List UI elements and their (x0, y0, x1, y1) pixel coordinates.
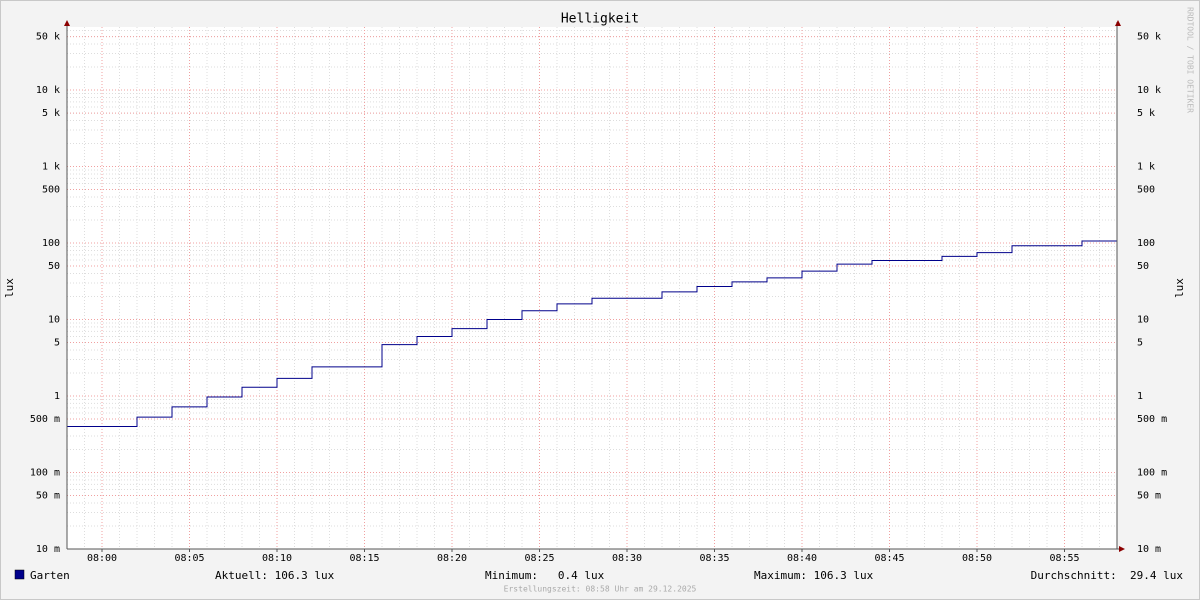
y-tick-label: 10 (48, 315, 60, 326)
y-tick-label: 10 m (36, 544, 60, 555)
y-tick-label: 1 k (42, 162, 60, 173)
series-line (67, 240, 1117, 427)
y-tick-label-right: 500 m (1137, 414, 1167, 425)
x-tick-label: 08:15 (349, 553, 379, 564)
y-tick-label-right: 1 k (1137, 162, 1155, 173)
y-tick-label-right: 10 m (1137, 544, 1161, 555)
y-tick-label-right: 10 k (1137, 85, 1161, 96)
x-tick-label: 08:20 (437, 553, 467, 564)
footer: Erstellungszeit: 08:58 Uhr am 29.12.2025 (504, 585, 697, 594)
y-tick-label-right: 10 (1137, 315, 1149, 326)
y-tick-label-right: 50 m (1137, 491, 1161, 502)
y-tick-label-right: 500 (1137, 185, 1155, 196)
x-tick-label: 08:55 (1049, 553, 1079, 564)
y-tick-label-right: 100 (1137, 238, 1155, 249)
stat: Aktuell: 106.3 lux (215, 569, 335, 582)
y-tick-label: 100 m (30, 468, 60, 479)
y-tick-label: 10 k (36, 85, 60, 96)
y-tick-label: 50 (48, 261, 60, 272)
x-tick-label: 08:30 (612, 553, 642, 564)
x-tick-label: 08:25 (524, 553, 554, 564)
x-tick-label: 08:40 (787, 553, 817, 564)
y-tick-label-right: 50 (1137, 261, 1149, 272)
grid (66, 27, 1118, 550)
axis-arrow (1119, 546, 1125, 552)
stat: Durchschnitt: 29.4 lux (1031, 569, 1184, 582)
x-tick-label: 08:05 (174, 553, 204, 564)
axis-arrow (1115, 20, 1121, 26)
y-tick-label: 5 k (42, 108, 60, 119)
y-tick-label-right: 5 (1137, 338, 1143, 349)
marks (67, 240, 1117, 427)
y-tick-label: 50 m (36, 491, 60, 502)
x-tick-label: 08:35 (699, 553, 729, 564)
y-tick-label: 500 (42, 185, 60, 196)
x-tick-label: 08:50 (962, 553, 992, 564)
y-axis-label: lux (3, 278, 16, 298)
y-tick-label-right: 1 (1137, 391, 1143, 402)
stat: Minimum: 0.4 lux (485, 569, 605, 582)
chart-title: Helligkeit (561, 12, 639, 27)
stat: Maximum: 106.3 lux (754, 569, 874, 582)
legend-swatch (14, 569, 25, 580)
y-tick-label: 1 (54, 391, 60, 402)
watermark: RRDTOOL / TOBI OETIKER (1186, 7, 1195, 113)
legend-label: Garten (30, 569, 70, 582)
y-tick-label: 100 (42, 238, 60, 249)
y-tick-label-right: 100 m (1137, 468, 1167, 479)
y-tick-label-right: 5 k (1137, 108, 1155, 119)
y-tick-label: 5 (54, 338, 60, 349)
x-tick-label: 08:10 (262, 553, 292, 564)
x-tick-label: 08:00 (87, 553, 117, 564)
y-tick-label: 50 k (36, 32, 60, 43)
x-tick-label: 08:45 (874, 553, 904, 564)
y-axis-label-right: lux (1173, 278, 1186, 298)
y-tick-label: 500 m (30, 414, 60, 425)
axis-arrow (64, 20, 70, 26)
y-tick-label-right: 50 k (1137, 32, 1161, 43)
